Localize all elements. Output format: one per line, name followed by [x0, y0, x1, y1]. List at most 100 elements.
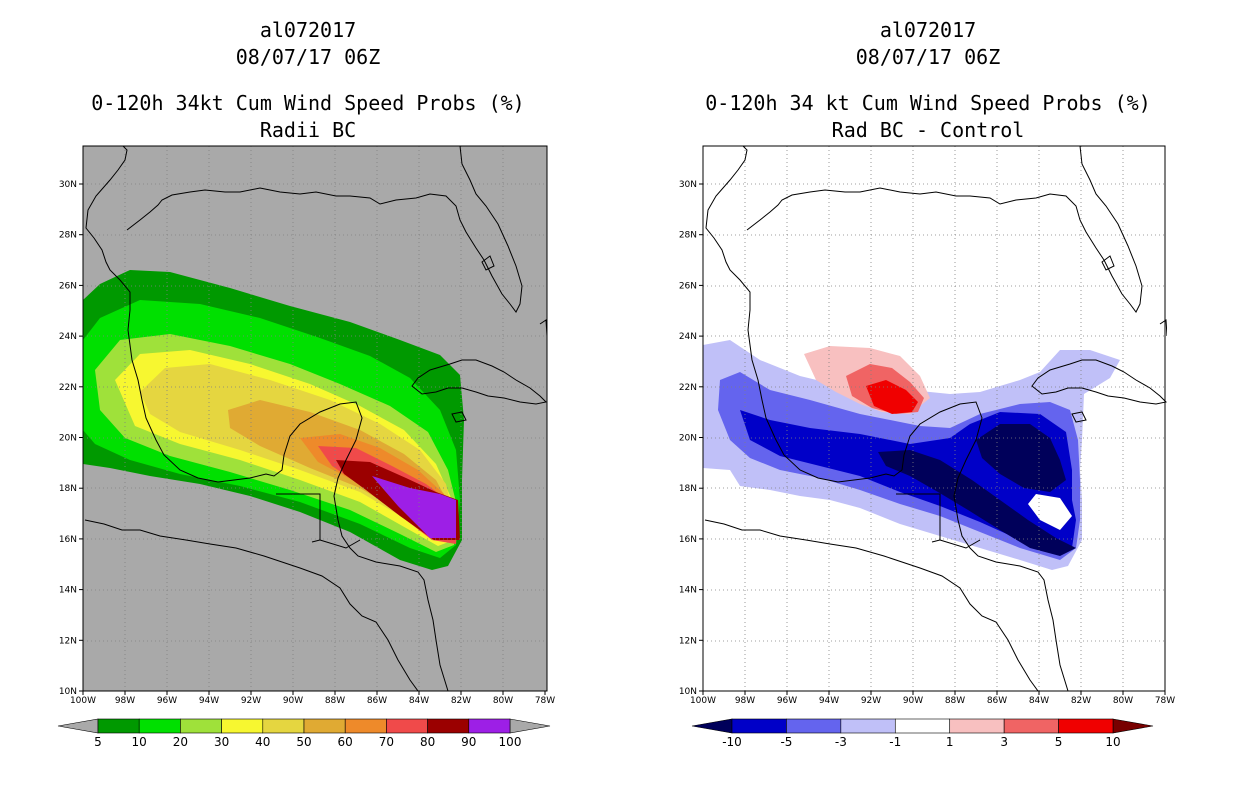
left-colorbar-label: 10 [132, 735, 147, 749]
left-colorbar-swatch [427, 718, 470, 734]
right-colorbar-label: 3 [1000, 735, 1008, 749]
right-colorbar-swatch [786, 718, 842, 734]
left-colorbar-label: 5 [94, 735, 102, 749]
right-lon-label: 86W [987, 696, 1007, 706]
right-colorbar-high-arrow [1112, 718, 1154, 734]
right-lon-label: 96W [777, 696, 797, 706]
left-lon-label: 94W [199, 696, 219, 706]
right-contour-plus5 [866, 380, 918, 414]
right-lon-label: 100W [690, 696, 716, 706]
left-subtitle: Radii BC [259, 118, 357, 142]
right-lon-label: 78W [1155, 696, 1175, 706]
right-lon-label: 88W [945, 696, 965, 706]
left-lon-label: 98W [115, 696, 135, 706]
left-colorbar-swatch [386, 718, 428, 734]
left-colorbar-swatch [221, 718, 264, 734]
right-colorbar-swatch [1003, 718, 1059, 734]
left-colorbar-high-arrow [509, 718, 551, 734]
left-colorbar-swatch [180, 718, 222, 734]
right-lat-label: 12N [679, 636, 697, 646]
right-colorbar: -10 -5 -3 -1 1 3 5 10 [691, 718, 1154, 749]
left-datetime: 08/07/17 06Z [235, 45, 381, 69]
right-lat-label: 14N [679, 586, 697, 596]
right-lat-label: 30N [679, 180, 697, 190]
right-map-panel: 100W 98W 96W 94W 92W 90W 88W 86W 84W 82W 80W 78W 10N… [679, 145, 1175, 706]
left-lat-label: 24N [59, 332, 77, 342]
right-colorbar-swatch [840, 718, 896, 734]
right-lon-label: 84W [1029, 696, 1049, 706]
right-axis-ticks: 100W 98W 96W 94W 92W 90W 88W 86W 84W 82W 80W 78W 10N… [679, 180, 1175, 706]
left-colorbar-label: 40 [255, 735, 270, 749]
right-contour-minus10-track [878, 450, 1076, 556]
right-map-frame [702, 145, 1166, 692]
left-colorbar-label: 90 [461, 735, 476, 749]
right-lon-label: 98W [735, 696, 755, 706]
left-lat-label: 12N [59, 636, 77, 646]
left-contour-90 [372, 476, 456, 538]
right-lat-label: 24N [679, 332, 697, 342]
right-lat-label: 28N [679, 231, 697, 241]
right-lat-label: 26N [679, 281, 697, 291]
right-lon-label: 90W [903, 696, 923, 706]
right-lat-label: 22N [679, 383, 697, 393]
right-colorbar-label: 5 [1055, 735, 1063, 749]
right-colorbar-swatch [1058, 718, 1114, 734]
right-colorbar-swatch [731, 718, 787, 734]
left-lon-label: 82W [451, 696, 471, 706]
left-colorbar-label: 30 [214, 735, 229, 749]
right-lat-label: 16N [679, 535, 697, 545]
right-difference-contours [703, 340, 1120, 570]
left-title: 0-120h 34kt Cum Wind Speed Probs (%) [91, 91, 525, 115]
right-lat-label: 10N [679, 687, 697, 697]
right-title: 0-120h 34 kt Cum Wind Speed Probs (%) [705, 91, 1151, 115]
right-lon-label: 92W [861, 696, 881, 706]
left-lon-label: 88W [325, 696, 345, 706]
left-lon-label: 90W [283, 696, 303, 706]
right-storm-id: al072017 [879, 18, 977, 42]
left-lon-label: 92W [241, 696, 261, 706]
right-datetime: 08/07/17 06Z [855, 45, 1001, 69]
right-colorbar-swatch [949, 718, 1005, 734]
left-lat-label: 10N [59, 687, 77, 697]
left-colorbar-label: 50 [296, 735, 311, 749]
left-lat-label: 28N [59, 231, 77, 241]
left-lon-label: 84W [409, 696, 429, 706]
right-colorbar-label: 10 [1105, 735, 1120, 749]
left-map-panel: 100W 98W 96W 94W 92W 90W 88W 86W 84W 82W 80W 78W 10N… [57, 145, 555, 749]
left-colorbar-swatch [97, 718, 140, 734]
right-colorbar-label: -5 [780, 735, 792, 749]
right-subtitle: Rad BC - Control [831, 118, 1025, 142]
left-lat-label: 18N [59, 484, 77, 494]
left-lon-label: 96W [157, 696, 177, 706]
left-lat-label: 26N [59, 281, 77, 291]
left-lat-label: 16N [59, 535, 77, 545]
left-lon-label: 78W [535, 696, 555, 706]
left-lon-label: 100W [70, 696, 96, 706]
right-colorbar-low-arrow [691, 718, 733, 734]
left-lat-label: 22N [59, 383, 77, 393]
left-colorbar-label: 70 [379, 735, 394, 749]
left-colorbar-swatch [468, 718, 511, 734]
left-probability-contours [83, 270, 464, 570]
left-lat-label: 14N [59, 586, 77, 596]
left-colorbar-swatch [262, 718, 305, 734]
right-lon-label: 82W [1071, 696, 1091, 706]
left-storm-id: al072017 [259, 18, 357, 42]
right-colorbar-label: 1 [946, 735, 954, 749]
left-colorbar-swatch [344, 718, 387, 734]
left-lat-label: 30N [59, 180, 77, 190]
right-lon-label: 94W [819, 696, 839, 706]
right-colorbar-label: -10 [722, 735, 742, 749]
left-colorbar-label: 60 [338, 735, 353, 749]
right-colorbar-swatch [894, 718, 951, 734]
left-map-frame [82, 145, 548, 692]
right-lon-label: 80W [1113, 696, 1133, 706]
left-colorbar-swatch [138, 718, 181, 734]
left-colorbar-label: 100 [499, 735, 522, 749]
left-lon-label: 80W [493, 696, 513, 706]
left-axis-ticks: 100W 98W 96W 94W 92W 90W 88W 86W 84W 82W 80W 78W 10N… [59, 180, 555, 706]
right-lat-label: 20N [679, 434, 697, 444]
left-lon-label: 86W [367, 696, 387, 706]
left-colorbar-label: 80 [420, 735, 435, 749]
